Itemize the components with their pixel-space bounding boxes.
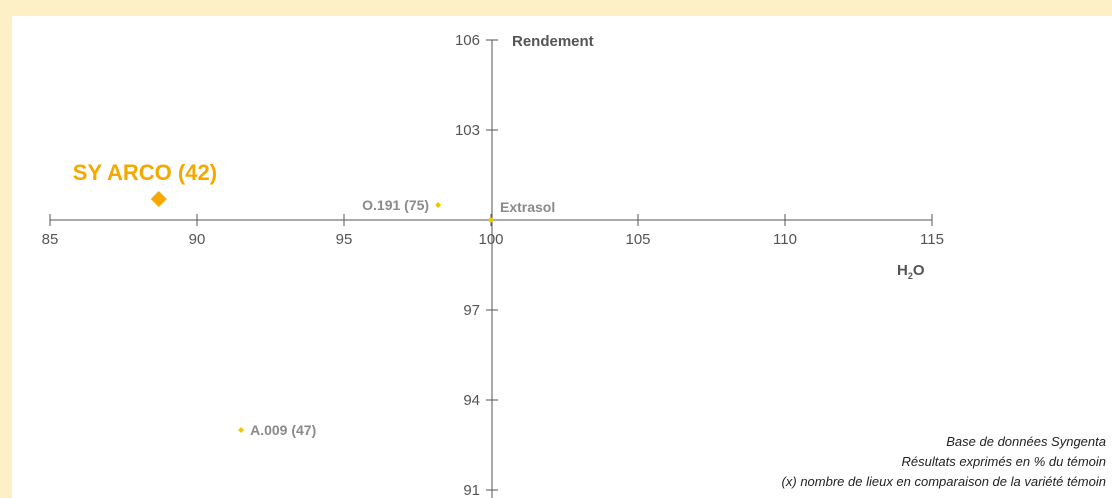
x-tick-label: 85 — [42, 231, 59, 248]
note-source: Base de données Syngenta — [946, 434, 1106, 449]
x-tick-label: 115 — [920, 231, 944, 248]
x-tick-label: 95 — [336, 231, 353, 248]
y-tick-label: 103 — [455, 122, 480, 139]
highlight-point-marker — [150, 191, 167, 207]
x-axis-title: H2O — [897, 262, 925, 281]
x-tick-label: 100 — [478, 231, 503, 248]
point-marker — [435, 202, 442, 208]
reference-marker — [488, 217, 494, 223]
note-results: Résultats exprimés en % du témoin — [902, 454, 1106, 469]
x-tick-label: 105 — [625, 231, 650, 248]
note-sites: (x) nombre de lieux en comparaison de la… — [782, 474, 1106, 489]
y-axis-title: Rendement — [512, 33, 594, 50]
point-label: O.191 (75) — [362, 197, 429, 213]
reference-label: Extrasol — [500, 199, 555, 215]
x-axis-title-sub: 2 — [908, 271, 913, 281]
highlight-point-label: SY ARCO (42) — [73, 160, 217, 185]
y-tick-label: 106 — [455, 32, 480, 49]
y-ticks: 106 103 97 94 91 — [455, 32, 498, 498]
point-marker — [238, 427, 245, 433]
x-tick-label: 110 — [773, 231, 797, 248]
x-tick-label: 90 — [189, 231, 206, 248]
footnotes: Base de données Syngenta Résultats expri… — [782, 434, 1106, 489]
chart-panel — [12, 16, 1112, 498]
x-ticks: 85 90 95 100 105 110 115 — [42, 214, 944, 248]
x-axis-title-main: H — [897, 262, 908, 279]
reference-point: Extrasol — [488, 199, 555, 223]
point-label: A.009 (47) — [250, 422, 316, 438]
data-points: SY ARCO (42) O.191 (75) A.009 (47) — [73, 160, 442, 438]
y-tick-label: 97 — [463, 302, 480, 319]
y-tick-label: 94 — [463, 392, 480, 409]
x-axis-title-end: O — [913, 262, 925, 279]
y-tick-label: 91 — [463, 482, 480, 498]
